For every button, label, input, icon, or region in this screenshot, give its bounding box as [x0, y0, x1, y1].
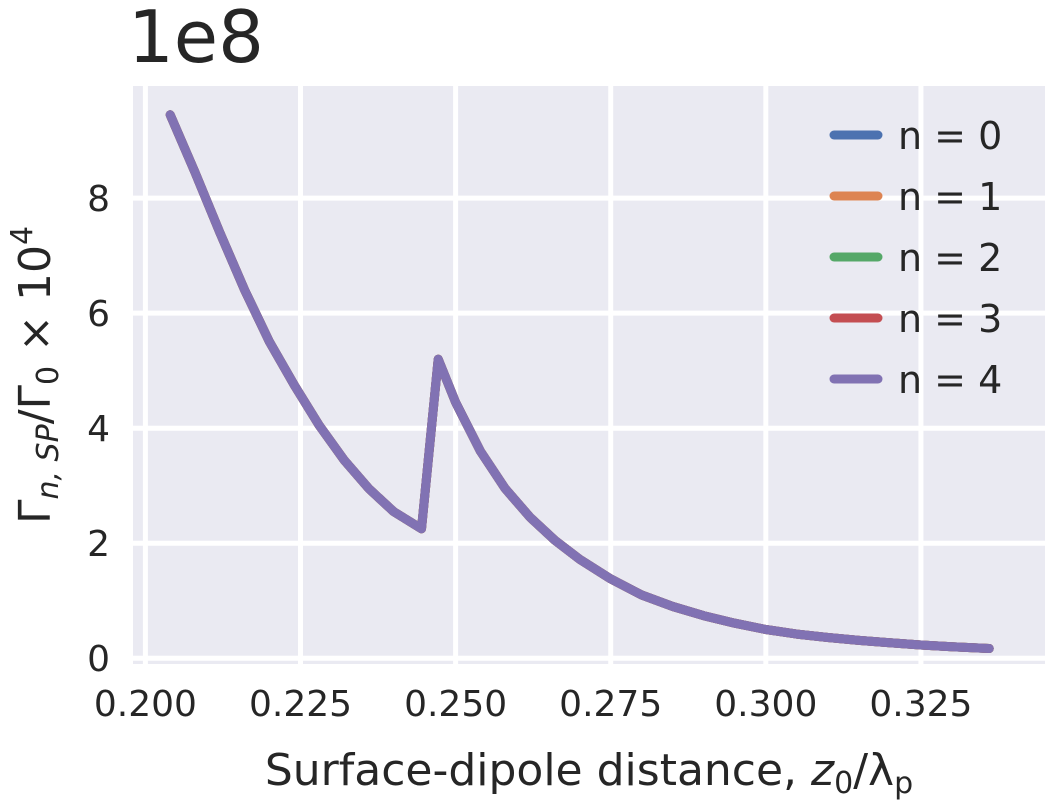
legend-label: n = 3	[898, 297, 1002, 341]
legend-item-n4: n = 4	[829, 358, 1002, 402]
x-axis-label: Surface-dipole distance, z0/λp	[265, 745, 913, 801]
y-axis-label: Γn, SP/Γ0 × 104	[5, 226, 66, 524]
series-lines	[165, 110, 994, 653]
x-tick-label: 0.275	[559, 684, 662, 725]
legend-item-n0: n = 0	[829, 114, 1002, 158]
tick-labels: 0.200 0.225 0.250 0.275 0.300 0.325 0 2 4 6 8	[87, 179, 972, 725]
y-tick-label: 6	[87, 294, 110, 335]
grid	[133, 86, 1045, 664]
legend-item-n1: n = 1	[829, 175, 1002, 219]
x-tick-label: 0.200	[94, 684, 197, 725]
series-line-n4	[165, 110, 994, 653]
legend-item-n3: n = 3	[829, 297, 1002, 341]
legend-label: n = 4	[898, 358, 1002, 402]
legend-item-n2: n = 2	[829, 236, 1002, 280]
x-tick-label: 0.225	[249, 684, 352, 725]
legend: n = 0 n = 1 n = 2 n = 3 n = 4	[829, 114, 1002, 402]
offset-text: 1e8	[128, 0, 264, 79]
legend-label: n = 2	[898, 236, 1002, 280]
y-tick-label: 2	[87, 524, 110, 565]
legend-label: n = 1	[898, 175, 1002, 219]
legend-label: n = 0	[898, 114, 1002, 158]
x-tick-label: 0.325	[869, 684, 972, 725]
x-tick-label: 0.300	[714, 684, 817, 725]
y-tick-label: 0	[87, 639, 110, 680]
y-tick-label: 8	[87, 179, 110, 220]
x-tick-label: 0.250	[404, 684, 507, 725]
y-tick-label: 4	[87, 409, 110, 450]
